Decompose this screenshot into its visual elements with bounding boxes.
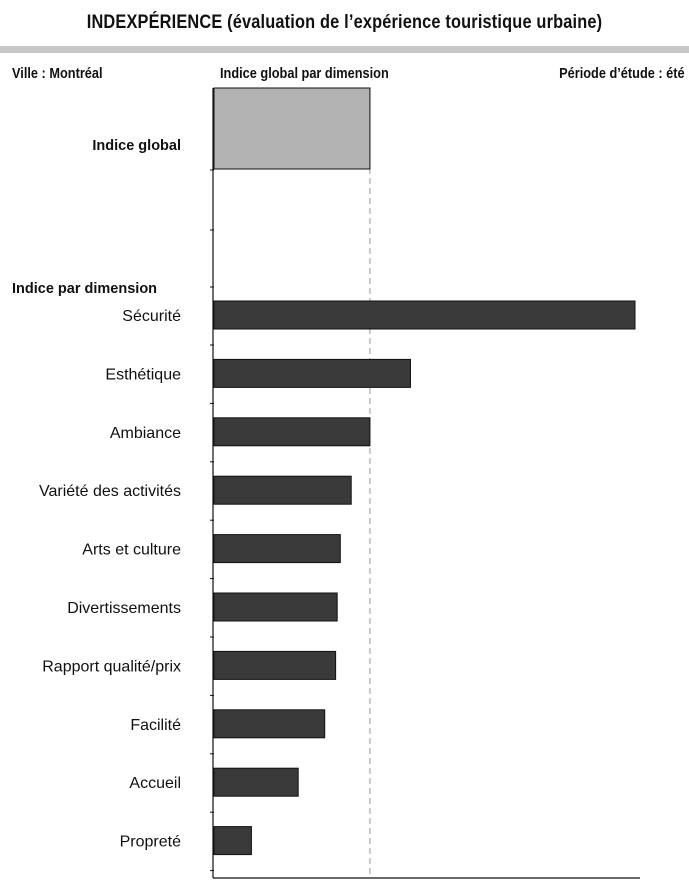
chart-title: INDEXPÉRIENCE (évaluation de l’expérienc… [86, 12, 603, 33]
bar-6 [213, 592, 338, 622]
period-label: Période d’étude : été [559, 66, 685, 82]
bar-5 [213, 534, 341, 564]
bar-4 [213, 475, 352, 505]
category-label: Facilité [130, 717, 181, 734]
category-label: Arts et culture [82, 542, 181, 559]
title-divider [0, 46, 689, 53]
global-index-label: Indice global [92, 138, 181, 154]
category-label: Divertissements [67, 600, 181, 617]
category-label: Accueil [129, 775, 181, 792]
category-label: Ambiance [110, 425, 181, 442]
bar-9 [213, 767, 299, 797]
bar-indice-global [213, 87, 371, 170]
category-label: Sécurité [122, 308, 181, 325]
chart-subtitle: Indice global par dimension [220, 66, 389, 82]
bar-10 [213, 826, 252, 856]
bar-1 [213, 300, 636, 330]
bar-2 [213, 358, 411, 388]
category-label: Esthétique [105, 366, 181, 383]
category-label: Rapport qualité/prix [42, 658, 181, 675]
city-label: Ville : Montréal [12, 66, 103, 82]
category-label: Variété des activités [39, 483, 181, 500]
bar-7 [213, 650, 337, 680]
bar-8 [213, 709, 326, 739]
bar-3 [213, 417, 371, 447]
dimension-section-label: Indice par dimension [12, 281, 157, 297]
category-label: Propreté [120, 834, 181, 851]
